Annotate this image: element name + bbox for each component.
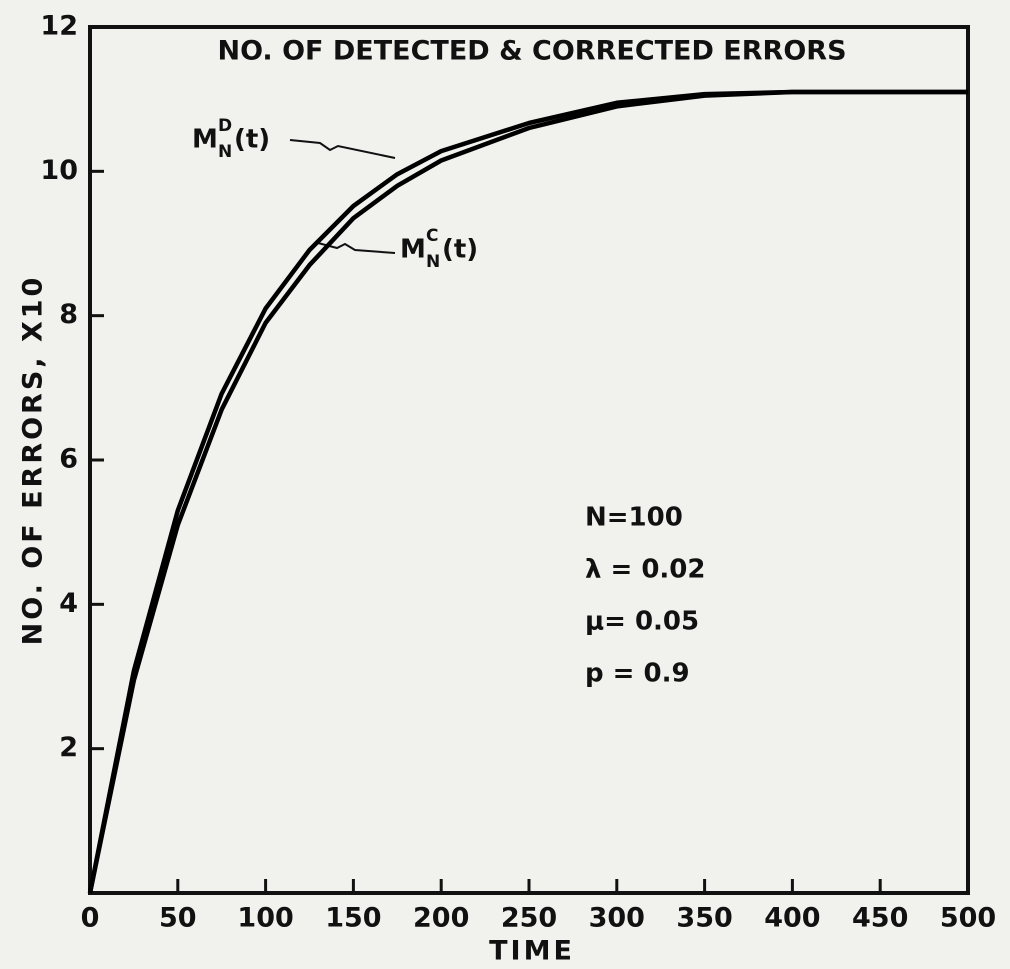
y-tick-label: 8 <box>59 299 78 330</box>
x-tick-label: 250 <box>501 903 557 934</box>
legend-label-sub: N <box>426 252 440 272</box>
y-tick-label: 4 <box>59 588 78 619</box>
x-tick-label: 200 <box>413 903 469 934</box>
annotation: p = 0.9 <box>585 659 690 689</box>
y-tick-label: 10 <box>40 155 78 186</box>
x-tick-label: 100 <box>237 903 293 934</box>
annotation: μ= 0.05 <box>585 607 699 637</box>
x-tick-label: 350 <box>676 903 732 934</box>
series-line <box>87 89 968 894</box>
annotation: λ = 0.02 <box>585 555 706 585</box>
series-line <box>87 89 968 894</box>
y-tick-label: 2 <box>59 732 78 763</box>
x-tick-label: 500 <box>940 903 996 934</box>
pointer-d <box>289 139 396 159</box>
annotation: N=100 <box>585 503 683 533</box>
legend-label-sup: C <box>426 226 438 246</box>
legend-label-sub: N <box>218 142 232 162</box>
legend-label-tail: (t) <box>442 235 478 265</box>
legend-label-base: M <box>192 125 218 155</box>
x-axis-label: TIME <box>489 936 575 967</box>
x-tick-label: 450 <box>852 903 908 934</box>
y-tick-label: 12 <box>40 11 78 42</box>
x-tick-label: 0 <box>81 903 100 934</box>
x-tick-label: 50 <box>159 903 197 934</box>
x-tick-label: 150 <box>325 903 381 934</box>
pointer-c <box>317 242 396 254</box>
legend-label-sup: D <box>218 116 232 136</box>
y-axis-label: NO. OF ERRORS, X10 <box>18 275 49 646</box>
x-tick-label: 400 <box>764 903 820 934</box>
y-tick-label: 6 <box>59 444 78 475</box>
legend-label-base: M <box>400 235 426 265</box>
x-tick-label: 300 <box>589 903 645 934</box>
chart-title: NO. OF DETECTED & CORRECTED ERRORS <box>217 36 846 67</box>
legend-label-tail: (t) <box>234 125 270 155</box>
